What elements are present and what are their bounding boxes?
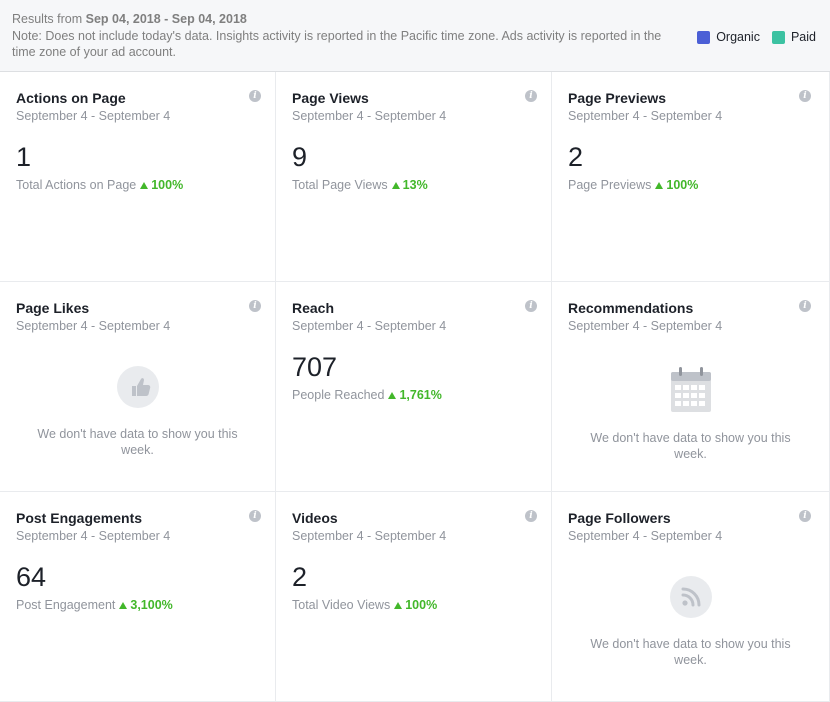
calendar-icon <box>670 366 712 414</box>
paid-swatch <box>771 30 785 44</box>
info-icon[interactable]: i <box>799 90 811 102</box>
card-dates: September 4 - September 4 <box>16 109 171 123</box>
trend-up-icon <box>119 601 128 609</box>
card-title: Actions on Page <box>16 90 126 106</box>
card-videos[interactable]: Videos September 4 - September 4 i 2 Tot… <box>276 492 552 702</box>
card-dates: September 4 - September 4 <box>292 319 447 333</box>
card-post-engagements[interactable]: Post Engagements September 4 - September… <box>0 492 276 702</box>
metric-value: 2 <box>568 142 584 172</box>
card-page-previews[interactable]: Page Previews September 4 - September 4 … <box>552 72 830 282</box>
trend-up-icon <box>391 181 400 189</box>
metric-label: Total Page Views <box>292 178 388 192</box>
metric-value: 9 <box>292 142 308 172</box>
card-dates: September 4 - September 4 <box>568 529 723 543</box>
info-icon[interactable]: i <box>249 300 261 312</box>
card-dates: September 4 - September 4 <box>292 529 447 543</box>
metric-label: Total Actions on Page <box>16 178 137 192</box>
metric-label: Post Engagement <box>16 598 116 612</box>
legend-organic-label: Organic <box>716 30 760 44</box>
legend-paid[interactable]: Paid <box>771 30 816 44</box>
metric-line: Post Engagement 3,100% <box>16 598 173 612</box>
card-actions-on-page[interactable]: Actions on Page September 4 - September … <box>0 72 276 282</box>
thumbs-up-icon <box>116 366 159 408</box>
metric-value: 707 <box>292 352 338 382</box>
info-icon[interactable]: i <box>249 90 261 102</box>
insights-grid: Actions on Page September 4 - September … <box>0 72 830 702</box>
metric-label: Total Video Views <box>292 598 391 612</box>
info-icon[interactable]: i <box>525 300 537 312</box>
card-dates: September 4 - September 4 <box>568 319 723 333</box>
card-title: Page Views <box>292 90 369 106</box>
results-range: Results from Sep 04, 2018 - Sep 04, 2018 <box>12 12 247 26</box>
metric-line: Page Previews 100% <box>568 178 698 192</box>
metric-label: People Reached <box>292 388 385 402</box>
metric-line: Total Video Views 100% <box>292 598 437 612</box>
metric-value: 64 <box>16 562 47 592</box>
trend-badge: 13% <box>391 178 428 192</box>
card-dates: September 4 - September 4 <box>16 319 171 333</box>
timezone-note: Note: Does not include today's data. Ins… <box>12 29 662 59</box>
trend-badge: 3,100% <box>119 598 173 612</box>
card-title: Page Likes <box>16 300 90 316</box>
info-icon[interactable]: i <box>525 90 537 102</box>
trend-up-icon <box>140 181 149 189</box>
insights-header: Results from Sep 04, 2018 - Sep 04, 2018… <box>0 0 830 72</box>
card-title: Page Previews <box>568 90 667 106</box>
metric-line: Total Actions on Page 100% <box>16 178 183 192</box>
card-title: Recommendations <box>568 300 694 316</box>
info-icon[interactable]: i <box>249 510 261 522</box>
info-icon[interactable]: i <box>799 510 811 522</box>
organic-swatch <box>697 30 711 44</box>
legend-organic[interactable]: Organic <box>697 30 760 44</box>
trend-up-icon <box>388 391 397 399</box>
legend-paid-label: Paid <box>790 30 816 44</box>
card-dates: September 4 - September 4 <box>568 109 723 123</box>
empty-state-message: We don't have data to show you this week… <box>590 637 791 667</box>
metric-line: People Reached 1,761% <box>292 388 442 402</box>
card-title: Reach <box>292 300 335 316</box>
metric-value: 2 <box>292 562 308 592</box>
trend-badge: 1,761% <box>388 388 442 402</box>
card-page-likes[interactable]: Page Likes September 4 - September 4 i W… <box>0 282 276 492</box>
trend-up-icon <box>655 181 664 189</box>
legend: Organic Paid <box>685 30 816 44</box>
metric-label: Page Previews <box>568 178 652 192</box>
card-dates: September 4 - September 4 <box>292 109 447 123</box>
trend-badge: 100% <box>394 598 437 612</box>
card-recommendations[interactable]: Recommendations September 4 - September … <box>552 282 830 492</box>
trend-badge: 100% <box>655 178 698 192</box>
empty-state-message: We don't have data to show you this week… <box>590 431 791 461</box>
card-reach[interactable]: Reach September 4 - September 4 i 707 Pe… <box>276 282 552 492</box>
card-title: Videos <box>292 510 338 526</box>
info-icon[interactable]: i <box>799 300 811 312</box>
metric-value: 1 <box>16 142 32 172</box>
card-title: Page Followers <box>568 510 671 526</box>
metric-line: Total Page Views 13% <box>292 178 428 192</box>
rss-feed-icon <box>669 576 712 618</box>
info-icon[interactable]: i <box>525 510 537 522</box>
empty-state-message: We don't have data to show you this week… <box>37 427 238 457</box>
date-range: Sep 04, 2018 - Sep 04, 2018 <box>85 12 247 26</box>
card-title: Post Engagements <box>16 510 143 526</box>
trend-up-icon <box>394 601 403 609</box>
card-page-followers[interactable]: Page Followers September 4 - September 4… <box>552 492 830 702</box>
card-dates: September 4 - September 4 <box>16 529 171 543</box>
card-page-views[interactable]: Page Views September 4 - September 4 i 9… <box>276 72 552 282</box>
trend-badge: 100% <box>140 178 183 192</box>
